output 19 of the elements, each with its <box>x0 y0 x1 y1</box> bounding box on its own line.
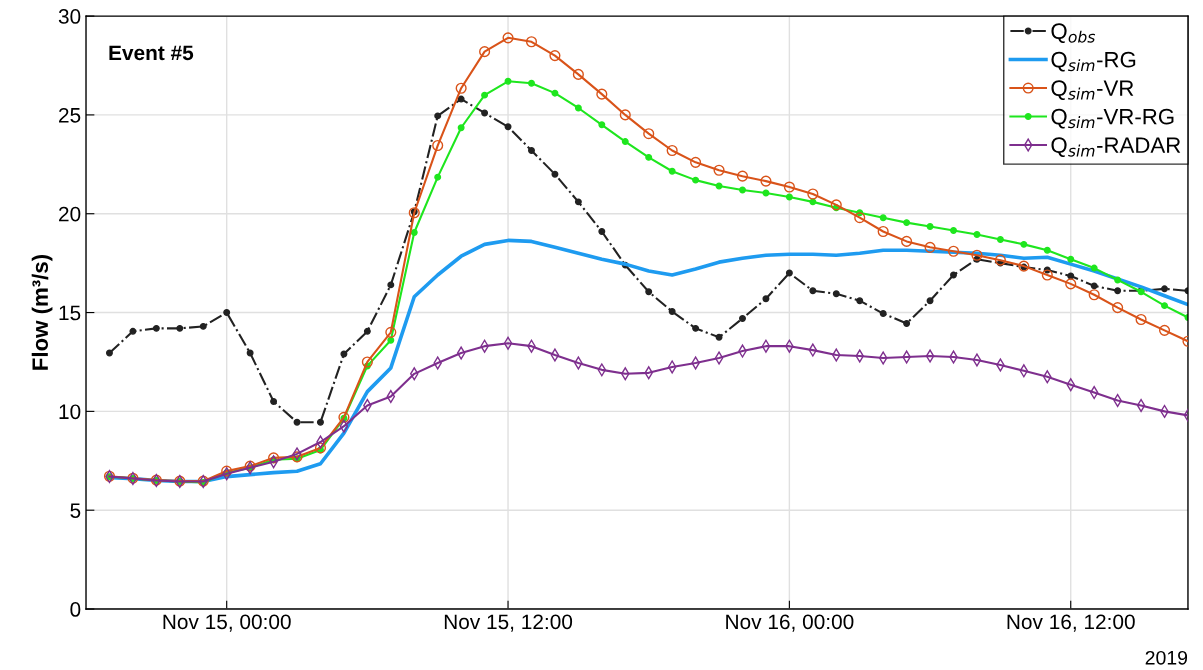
y-tick-label: 20 <box>59 206 81 222</box>
y-tick-label: 25 <box>59 107 81 123</box>
legend-label: Q$_{obs}$ <box>1051 23 1096 44</box>
legend-label: Q$_{sim}$-RG <box>1051 51 1136 72</box>
x-tick-label: Nov 15, 00:00 <box>163 614 291 632</box>
x-tick-label: Nov 15, 12:00 <box>444 614 573 632</box>
annotation: Event #5 <box>109 45 194 61</box>
legend-label: Q$_{sim}$-VR-RG <box>1051 108 1174 129</box>
legend-label: Q$_{sim}$-VR <box>1051 80 1134 100</box>
text: 2019 <box>1145 650 1188 665</box>
y-tick-label: 5 <box>70 503 81 518</box>
y-tick-label: 0 <box>70 602 81 617</box>
legend-label: Q$_{sim}$-RADAR <box>1051 137 1181 157</box>
y-tick-label: 15 <box>59 305 81 321</box>
x-tick-label: Nov 16, 12:00 <box>1007 614 1135 632</box>
x-tick-label: Nov 16, 00:00 <box>726 614 854 632</box>
y-tick-label: 10 <box>59 404 81 420</box>
y-tick-label: 30 <box>58 9 81 24</box>
y-axis-title: Flow (m³/s) <box>31 255 53 370</box>
